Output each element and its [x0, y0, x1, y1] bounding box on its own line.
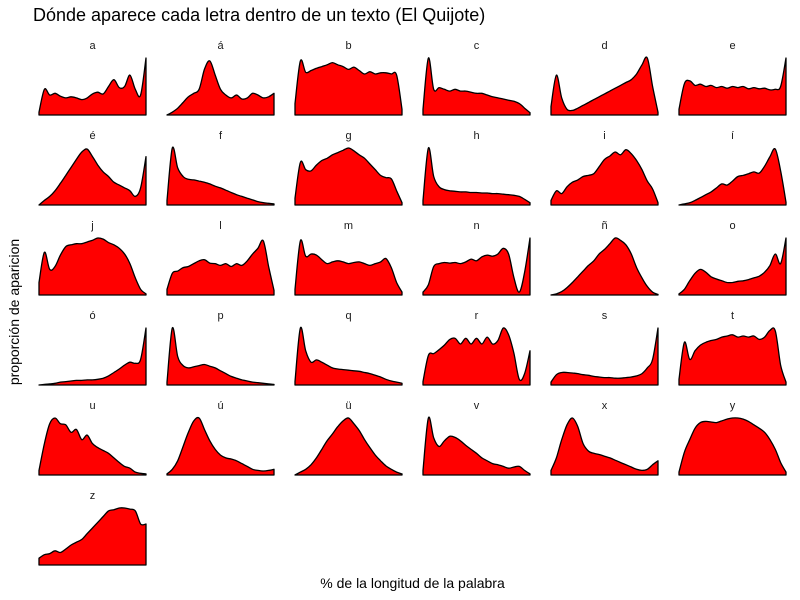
facet-label: ó — [89, 310, 95, 322]
density-area — [422, 237, 531, 296]
density-area — [550, 56, 659, 116]
facet-panel-25: u — [38, 400, 147, 476]
facet-panel-10: h — [422, 130, 531, 206]
facet-panel-20: p — [166, 310, 275, 386]
facet-panel-9: g — [294, 130, 403, 206]
facet-panel-16: n — [422, 220, 531, 296]
facet-label: y — [730, 400, 736, 412]
facet-label: c — [474, 40, 480, 52]
facet-panel-19: ó — [38, 310, 147, 386]
facet-panel-11: i — [550, 130, 659, 206]
density-area — [38, 148, 147, 206]
facet-label: z — [90, 490, 96, 502]
density-area — [550, 149, 659, 206]
facet-label: s — [602, 310, 608, 322]
density-area — [166, 146, 275, 206]
facet-label: t — [731, 310, 734, 322]
facet-label: x — [602, 400, 608, 412]
facet-panel-17: ñ — [550, 220, 659, 296]
density-area — [294, 147, 403, 206]
density-area — [294, 326, 403, 386]
density-area — [550, 417, 659, 476]
facet-panel-22: r — [422, 310, 531, 386]
facet-label: i — [603, 130, 605, 142]
facet-label: r — [475, 310, 479, 322]
density-area — [38, 507, 147, 566]
facet-panel-1: a — [38, 40, 147, 116]
facet-label: ñ — [601, 220, 607, 232]
facet-panel-28: v — [422, 400, 531, 476]
density-area — [422, 327, 531, 386]
y-axis-label: proporción de aparicion — [6, 238, 22, 386]
density-area — [294, 239, 403, 296]
density-area — [166, 60, 275, 116]
density-area — [550, 327, 659, 386]
facet-label: d — [601, 40, 607, 52]
facet-panel-15: m — [294, 220, 403, 296]
facet-label: e — [729, 40, 735, 52]
facet-panel-6: e — [678, 40, 787, 116]
density-area — [166, 327, 275, 386]
facet-label: v — [474, 400, 480, 412]
facet-panel-30: y — [678, 400, 787, 476]
density-area — [38, 237, 147, 296]
density-area — [166, 416, 275, 476]
facet-panel-31: z — [38, 490, 147, 566]
facet-panel-7: é — [38, 130, 147, 206]
facet-label: j — [90, 220, 93, 232]
facet-label: f — [219, 130, 223, 142]
facet-panel-3: b — [294, 40, 403, 116]
facet-label: ü — [345, 400, 351, 412]
facet-label: u — [89, 400, 95, 412]
facet-panel-8: f — [166, 130, 275, 206]
facet-panel-13: j — [38, 220, 147, 296]
facet-label: ú — [217, 400, 223, 412]
facet-label: q — [345, 310, 351, 322]
facet-label: m — [344, 220, 353, 232]
facet-label: í — [731, 130, 734, 142]
density-area — [38, 417, 147, 476]
facet-label: g — [345, 130, 351, 142]
facet-label: b — [345, 40, 351, 52]
density-area — [422, 147, 531, 206]
density-area — [678, 57, 787, 116]
density-area — [38, 57, 147, 116]
density-area — [166, 239, 275, 296]
density-area — [550, 237, 659, 296]
facet-label: a — [89, 40, 96, 52]
facet-label: h — [473, 130, 479, 142]
facet-label: n — [473, 220, 479, 232]
facet-panel-27: ü — [294, 400, 403, 476]
facet-panel-14: l — [166, 220, 275, 296]
facet-panel-29: x — [550, 400, 659, 476]
facet-label: é — [89, 130, 95, 142]
facet-panel-4: c — [422, 40, 531, 116]
density-area — [294, 59, 403, 116]
facet-label: á — [217, 40, 224, 52]
facet-panel-26: ú — [166, 400, 275, 476]
facet-panel-12: í — [678, 130, 787, 206]
density-area — [678, 417, 787, 476]
density-area — [294, 417, 403, 476]
density-area — [678, 147, 787, 206]
density-area — [422, 57, 531, 116]
facet-panel-5: d — [550, 40, 659, 116]
facet-panel-24: t — [678, 310, 787, 386]
chart-title: Dónde aparece cada letra dentro de un te… — [33, 5, 486, 25]
facet-panel-23: s — [550, 310, 659, 386]
density-area — [422, 416, 531, 476]
density-area — [38, 327, 147, 386]
facet-panel-21: q — [294, 310, 403, 386]
facet-panel-2: á — [166, 40, 275, 116]
density-area — [678, 237, 787, 296]
facet-panel-18: o — [678, 220, 787, 296]
facet-label: p — [217, 310, 223, 322]
facet-label: l — [219, 220, 221, 232]
density-area — [678, 327, 787, 386]
facet-label: o — [729, 220, 735, 232]
x-axis-label: % de la longitud de la palabra — [320, 575, 505, 591]
